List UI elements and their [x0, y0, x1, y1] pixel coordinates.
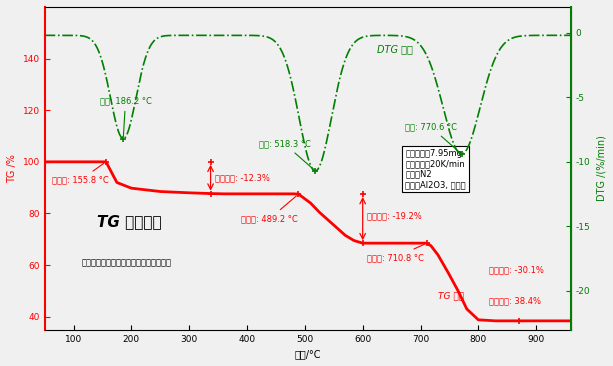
- Text: 起始点: 155.8 °C: 起始点: 155.8 °C: [52, 164, 109, 184]
- Y-axis label: TG /%: TG /%: [7, 154, 17, 183]
- Text: 残余质量: 38.4%: 残余质量: 38.4%: [489, 297, 541, 306]
- Text: 起始点: 710.8 °C: 起始点: 710.8 °C: [367, 244, 424, 262]
- Text: TG 曲线: TG 曲线: [438, 292, 464, 300]
- Text: TG 典型图谱: TG 典型图谱: [97, 214, 162, 229]
- Text: DTG 曲线: DTG 曲线: [377, 44, 413, 54]
- Y-axis label: DTG /(%/min): DTG /(%/min): [596, 135, 606, 201]
- Text: 起始点: 489.2 °C: 起始点: 489.2 °C: [242, 196, 298, 223]
- Text: 峰值: 770.6 °C: 峰值: 770.6 °C: [405, 123, 460, 152]
- Text: 峰值: 186.2 °C: 峰值: 186.2 °C: [99, 97, 151, 136]
- Text: 样品称重：7.95mg
升温速率：20K/min
气氛：N2
坛埚：Al2O3, 敎开式: 样品称重：7.95mg 升温速率：20K/min 气氛：N2 坛埚：Al2O3,…: [405, 149, 466, 189]
- X-axis label: 温度/°C: 温度/°C: [294, 349, 321, 359]
- Text: 质量变化: -19.2%: 质量变化: -19.2%: [367, 212, 422, 221]
- Text: （图中所示为一水合草酸钙的分解过程）: （图中所示为一水合草酸钙的分解过程）: [82, 258, 172, 267]
- Text: 质量变化: -12.3%: 质量变化: -12.3%: [215, 173, 270, 182]
- Text: 峰值: 518.3 °C: 峰值: 518.3 °C: [259, 139, 313, 169]
- Text: 质量变化: -30.1%: 质量变化: -30.1%: [489, 266, 544, 275]
